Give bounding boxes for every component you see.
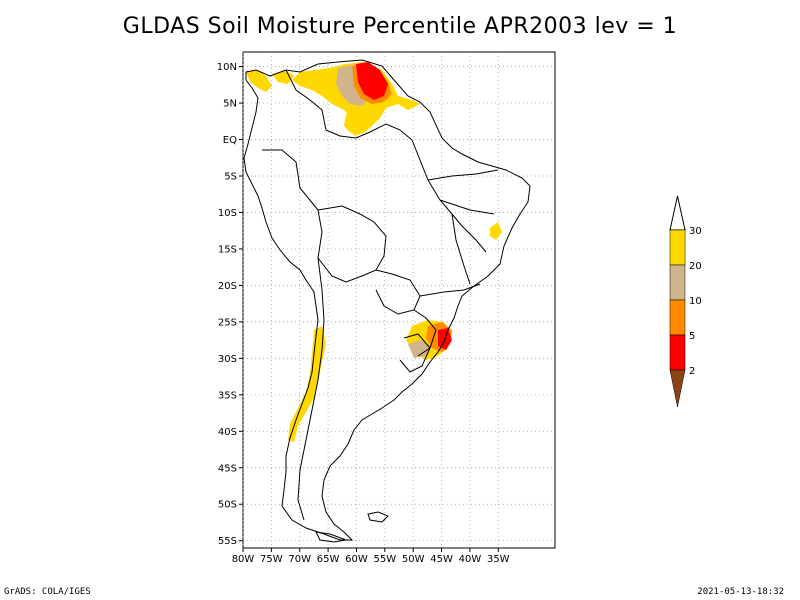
color-legend: 30 20 10 5 2 bbox=[669, 195, 702, 408]
border-colombia-venezuela bbox=[285, 69, 327, 131]
legend-label: 20 bbox=[689, 261, 702, 272]
lat-tick-label: 25S bbox=[218, 317, 237, 328]
border-brazil-states bbox=[411, 139, 499, 297]
lon-tick-labels: 80W 75W 70W 65W 60W 55W 50W 45W 40W 35W bbox=[232, 548, 510, 565]
lat-tick-label: 55S bbox=[218, 536, 237, 547]
shading-colombia-yellow bbox=[246, 70, 272, 92]
border-argentina-chile bbox=[297, 257, 325, 521]
lat-tick-label: 45S bbox=[218, 463, 237, 474]
border-brazil-north bbox=[325, 123, 413, 141]
shading-south-tan bbox=[408, 340, 430, 358]
lat-tick-label: 10S bbox=[218, 208, 237, 219]
lon-tick-label: 55W bbox=[374, 554, 397, 565]
lon-tick-label: 65W bbox=[317, 554, 340, 565]
continent-outline bbox=[243, 59, 531, 541]
lon-tick-label: 80W bbox=[232, 554, 255, 565]
legend-label: 5 bbox=[689, 331, 695, 342]
map-grid bbox=[242, 52, 555, 548]
lat-tick-label: 5N bbox=[223, 99, 237, 110]
legend-label: 30 bbox=[689, 226, 702, 237]
lat-tick-label: 50S bbox=[218, 500, 237, 511]
border-argentina-brazil bbox=[413, 309, 437, 357]
shading-amazon-yellow bbox=[344, 110, 372, 134]
lon-tick-label: 70W bbox=[288, 554, 311, 565]
legend-top-arrow bbox=[669, 195, 686, 231]
lon-tick-label: 35W bbox=[487, 554, 510, 565]
lat-tick-label: 40S bbox=[218, 427, 237, 438]
lat-tick-label: EQ bbox=[223, 135, 237, 146]
border-paraguay bbox=[375, 269, 421, 315]
shading-guyana-red bbox=[356, 62, 388, 100]
legend-bin bbox=[669, 264, 686, 301]
lon-tick-label: 45W bbox=[430, 554, 453, 565]
shading-chile-yellow bbox=[288, 326, 326, 442]
lat-tick-label: 30S bbox=[218, 354, 237, 365]
border-uruguay bbox=[399, 333, 431, 373]
footer-credit: GrADS: COLA/IGES bbox=[4, 587, 91, 597]
lat-tick-label: 5S bbox=[224, 172, 237, 183]
tierra-del-fuego bbox=[315, 531, 348, 543]
lon-tick-label: 50W bbox=[402, 554, 425, 565]
legend-label: 10 bbox=[689, 296, 702, 307]
shading-nebrazil-yellow bbox=[490, 222, 502, 240]
map-frame bbox=[242, 51, 556, 549]
legend-bin bbox=[669, 369, 686, 408]
falklands bbox=[367, 511, 389, 523]
legend-label: 2 bbox=[689, 366, 695, 377]
border-bolivia bbox=[317, 205, 387, 283]
border-peru-brazil bbox=[262, 149, 323, 259]
lat-tick-label: 10N bbox=[217, 62, 237, 73]
lon-tick-label: 75W bbox=[260, 554, 283, 565]
map-title: GLDAS Soil Moisture Percentile APR2003 l… bbox=[122, 14, 678, 39]
lat-tick-label: 15S bbox=[218, 244, 237, 255]
lon-tick-label: 40W bbox=[459, 554, 482, 565]
legend-bin bbox=[669, 229, 686, 266]
lon-tick-label: 60W bbox=[345, 554, 368, 565]
footer-timestamp: 2021-05-13-18:32 bbox=[697, 587, 784, 597]
legend-bin bbox=[669, 299, 686, 336]
lat-tick-labels: 10N 5N EQ 5S 10S 15S 20S 25S 30S 35S 40S 45S 50S 55S bbox=[217, 62, 243, 547]
lat-tick-label: 35S bbox=[218, 390, 237, 401]
lat-tick-label: 20S bbox=[218, 281, 237, 292]
legend-bin bbox=[669, 334, 686, 371]
coastlines bbox=[243, 59, 531, 543]
